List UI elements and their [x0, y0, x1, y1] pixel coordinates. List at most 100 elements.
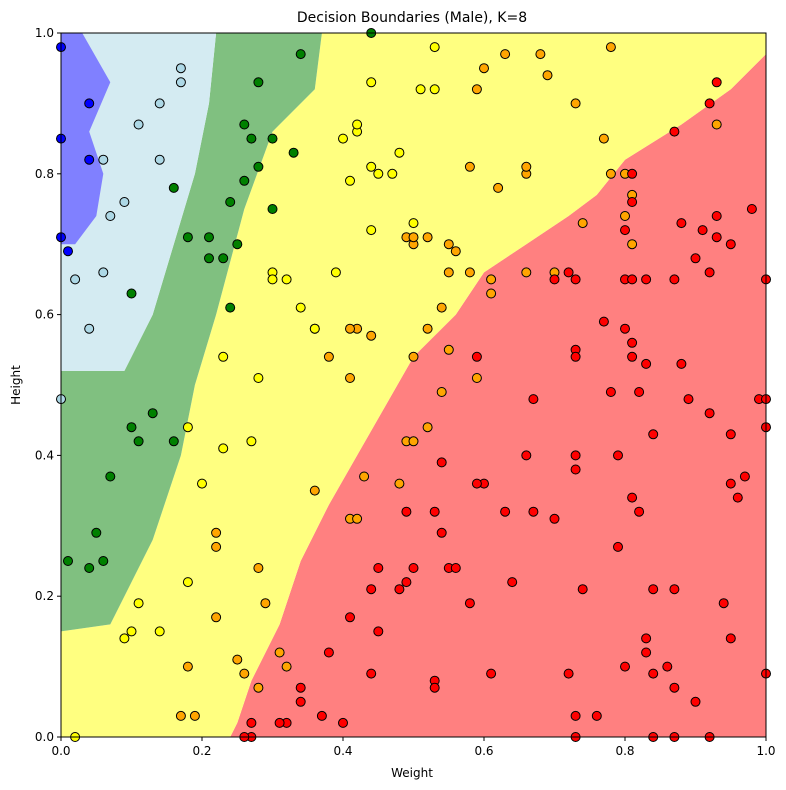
- point-red: [521, 450, 532, 461]
- point-green: [225, 302, 236, 313]
- x-tick-label: 1.0: [756, 744, 775, 758]
- point-orange: [309, 485, 320, 496]
- point-red: [634, 387, 645, 397]
- point-red: [627, 337, 638, 348]
- point-green: [218, 253, 229, 264]
- region-blue: [61, 33, 111, 245]
- point-orange: [408, 232, 419, 243]
- point-lightblue: [105, 211, 116, 221]
- point-red: [563, 668, 574, 679]
- point-green: [84, 563, 95, 573]
- point-orange: [605, 42, 616, 53]
- point-orange: [627, 239, 638, 250]
- point-orange: [577, 218, 588, 229]
- point-orange: [359, 471, 370, 482]
- point-orange: [464, 161, 475, 172]
- point-red: [338, 717, 348, 728]
- point-green: [182, 232, 193, 243]
- point-red: [373, 563, 384, 573]
- point-green: [204, 232, 214, 243]
- point-red: [429, 506, 440, 517]
- point-red: [662, 661, 673, 672]
- point-orange: [422, 422, 433, 433]
- point-red: [295, 682, 306, 693]
- point-red: [697, 225, 708, 236]
- point-yellow: [352, 119, 363, 130]
- point-green: [267, 133, 278, 144]
- point-red: [274, 717, 285, 728]
- point-blue: [84, 154, 95, 165]
- point-orange: [443, 239, 454, 250]
- point-orange: [500, 49, 511, 60]
- point-red: [394, 584, 405, 595]
- point-red: [627, 168, 638, 179]
- point-red: [620, 225, 630, 236]
- point-green: [91, 527, 102, 538]
- point-red: [627, 492, 638, 503]
- point-red: [429, 682, 440, 693]
- point-red: [627, 351, 638, 362]
- point-lightblue: [98, 267, 109, 278]
- point-red: [690, 253, 701, 264]
- point-red: [577, 584, 588, 595]
- x-tick-label: 0.2: [192, 744, 211, 758]
- point-red: [345, 612, 355, 623]
- point-red: [746, 204, 757, 214]
- point-yellow: [387, 168, 398, 179]
- point-red: [648, 584, 659, 595]
- point-orange: [521, 161, 532, 172]
- point-green: [253, 77, 264, 88]
- y-tick-label: 1.0: [35, 26, 54, 40]
- point-yellow: [218, 351, 229, 362]
- point-lightblue: [119, 197, 130, 207]
- point-yellow: [119, 633, 130, 644]
- point-yellow: [218, 443, 229, 454]
- point-orange: [366, 330, 377, 341]
- point-orange: [542, 70, 553, 81]
- chart-title: Decision Boundaries (Male), K=8: [297, 10, 527, 26]
- point-orange: [521, 267, 532, 278]
- point-red: [401, 577, 412, 588]
- point-red: [732, 492, 743, 503]
- point-red: [711, 211, 722, 221]
- point-lightblue: [98, 154, 109, 165]
- point-red: [246, 717, 257, 728]
- point-lightblue: [154, 98, 165, 109]
- point-orange: [486, 274, 497, 285]
- point-green: [232, 239, 243, 250]
- point-red: [401, 506, 412, 517]
- point-orange: [598, 133, 609, 144]
- point-red: [627, 197, 638, 207]
- point-yellow: [182, 577, 193, 588]
- point-red: [725, 429, 736, 440]
- point-red: [471, 351, 482, 362]
- point-green: [105, 471, 116, 482]
- point-yellow: [330, 267, 341, 278]
- point-orange: [323, 351, 334, 362]
- point-orange: [486, 288, 497, 299]
- point-red: [704, 267, 715, 278]
- x-tick-label: 0.0: [51, 744, 70, 758]
- point-red: [648, 668, 659, 679]
- point-red: [634, 506, 645, 517]
- point-red: [591, 710, 602, 721]
- y-tick-label: 0.0: [35, 730, 54, 744]
- point-red: [648, 429, 659, 440]
- point-orange: [605, 168, 616, 179]
- point-orange: [211, 612, 222, 623]
- point-orange: [570, 98, 581, 109]
- point-red: [669, 584, 680, 595]
- point-yellow: [133, 598, 144, 609]
- point-red: [704, 408, 715, 419]
- point-lightblue: [175, 77, 186, 88]
- point-red: [711, 232, 722, 243]
- point-red: [549, 274, 560, 285]
- y-tick-label: 0.6: [35, 308, 54, 322]
- point-red: [605, 387, 616, 397]
- point-orange: [443, 344, 454, 355]
- point-green: [253, 161, 264, 172]
- point-red: [641, 633, 652, 644]
- point-red: [620, 323, 630, 334]
- point-red: [366, 584, 377, 595]
